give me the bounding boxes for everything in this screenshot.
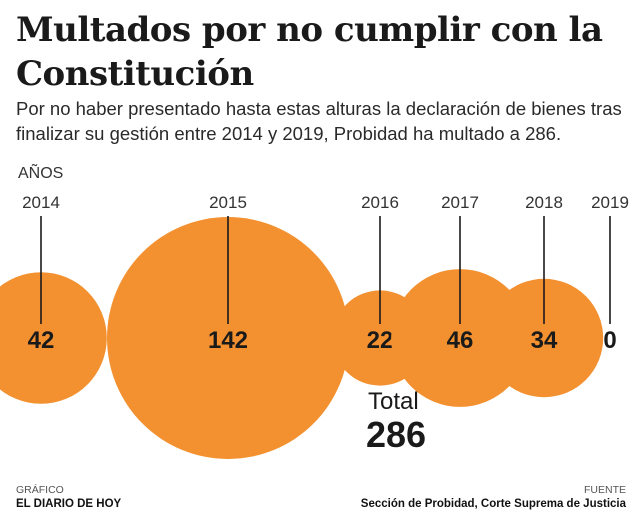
credit-block: GRÁFICO EL DIARIO DE HOY <box>16 483 121 511</box>
value-label-2016: 22 <box>367 327 394 354</box>
year-label-2018: 2018 <box>525 193 563 212</box>
years-axis-label: AÑOS <box>18 165 64 182</box>
chart-title: Multados por no cumplir con la Constituc… <box>16 10 603 94</box>
value-label-2014: 42 <box>28 327 55 354</box>
year-label-2017: 2017 <box>441 193 479 212</box>
bubble-2015 <box>107 217 349 459</box>
value-label-2017: 46 <box>447 327 474 354</box>
year-label-2015: 2015 <box>209 193 247 212</box>
value-label-2019: 0 <box>603 327 616 354</box>
source-block: FUENTE Sección de Probidad, Corte Suprem… <box>361 483 626 511</box>
chart-subtitle: Por no haber presentado hasta estas altu… <box>16 98 622 144</box>
value-label-2015: 142 <box>208 327 248 354</box>
year-label-2019: 2019 <box>591 193 629 212</box>
credit-value: EL DIARIO DE HOY <box>16 498 122 510</box>
total-label: Total <box>368 388 419 415</box>
year-label-2014: 2014 <box>22 193 60 212</box>
bubble-2017 <box>391 269 529 407</box>
bubble-2018 <box>484 278 604 398</box>
year-label-2016: 2016 <box>361 193 399 212</box>
source-key: FUENTE <box>584 484 626 496</box>
total-value: 286 <box>366 414 427 455</box>
source-value: Sección de Probidad, Corte Suprema de Ju… <box>360 498 626 510</box>
value-label-2018: 34 <box>531 327 558 354</box>
credit-key: GRÁFICO <box>16 484 64 496</box>
bubble-2014 <box>0 272 107 404</box>
